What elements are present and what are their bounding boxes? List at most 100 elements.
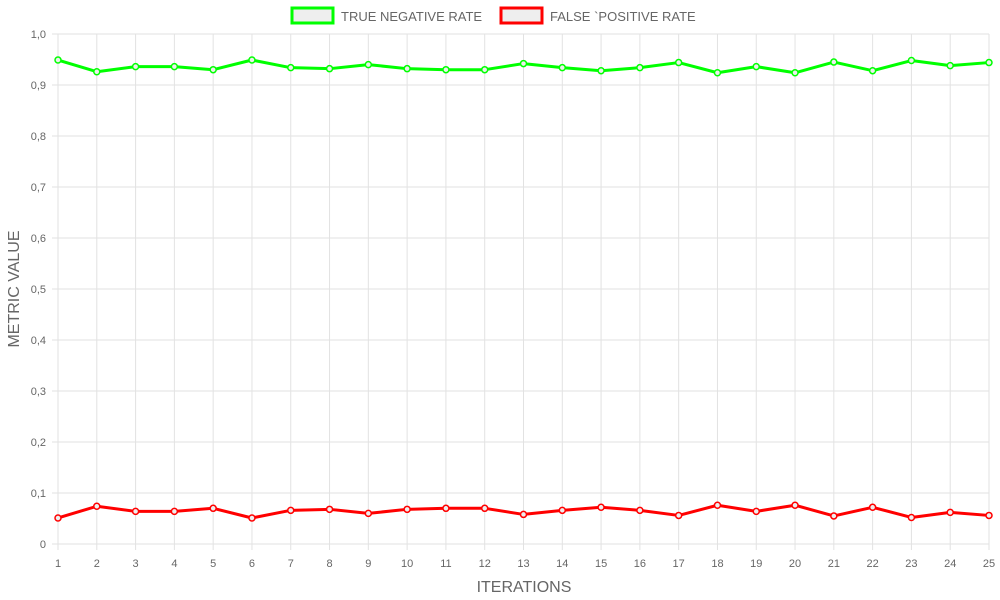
data-point[interactable] (442, 65, 450, 74)
data-point[interactable] (209, 65, 217, 74)
data-point[interactable] (907, 56, 916, 65)
data-point[interactable] (674, 511, 683, 520)
axes: 1 2 3 4 5 6 7 8 9 10 11 12 13 14 15 16 17 18 19 20 21 22 23 24 2… (31, 29, 995, 570)
data-point[interactable] (868, 503, 877, 512)
data-point[interactable] (713, 501, 722, 509)
data-point[interactable] (403, 64, 411, 73)
data-point[interactable] (442, 504, 450, 513)
x-tick-label: 24 (944, 558, 956, 570)
series-1 (54, 56, 993, 77)
data-point[interactable] (403, 505, 411, 514)
data-series (54, 56, 993, 522)
data-point[interactable] (287, 506, 295, 515)
x-tick-label: 8 (326, 558, 332, 570)
x-tick-label: 14 (556, 558, 568, 570)
data-point[interactable] (170, 507, 179, 516)
data-point[interactable] (907, 513, 916, 522)
legend-item-2[interactable]: FALSE `POSITIVE RATE (499, 6, 696, 25)
y-tick-label: 0,2 (31, 437, 46, 449)
x-tick-label: 13 (517, 558, 529, 570)
y-tick-label: 1,0 (31, 29, 46, 41)
data-point[interactable] (325, 505, 334, 514)
grid-lines (52, 33, 990, 550)
data-point[interactable] (985, 58, 993, 67)
y-tick-label: 0,8 (31, 131, 46, 143)
x-tick-label: 19 (750, 558, 762, 570)
data-point[interactable] (946, 61, 954, 70)
data-point[interactable] (791, 501, 799, 509)
legend-label: TRUE NEGATIVE RATE (341, 9, 482, 24)
x-tick-label: 23 (905, 558, 917, 570)
y-tick-label: 0,3 (31, 386, 46, 398)
data-point[interactable] (480, 504, 489, 513)
legend-label: FALSE `POSITIVE RATE (550, 9, 696, 24)
x-tick-label: 25 (983, 558, 995, 570)
data-point[interactable] (558, 63, 567, 72)
data-point[interactable] (985, 511, 993, 520)
data-point[interactable] (54, 56, 62, 64)
x-tick-label: 16 (634, 558, 646, 570)
x-tick-label: 18 (711, 558, 723, 570)
y-tick-label: 0 (40, 539, 46, 551)
data-point[interactable] (752, 62, 760, 71)
x-tick-label: 5 (210, 558, 216, 570)
data-point[interactable] (674, 58, 683, 67)
data-point[interactable] (248, 514, 256, 522)
data-point[interactable] (519, 510, 528, 519)
data-point[interactable] (519, 59, 528, 68)
data-point[interactable] (597, 66, 605, 75)
data-point[interactable] (946, 508, 954, 517)
series-2 (54, 501, 993, 522)
y-tick-label: 0,5 (31, 284, 46, 296)
y-tick-label: 0,7 (31, 182, 46, 194)
data-point[interactable] (325, 64, 334, 73)
data-point[interactable] (131, 62, 140, 71)
x-tick-label: 22 (867, 558, 879, 570)
data-point[interactable] (558, 506, 567, 515)
y-tick-label: 0,4 (31, 335, 46, 347)
data-point[interactable] (364, 60, 373, 69)
x-tick-label: 17 (673, 558, 685, 570)
data-point[interactable] (868, 66, 877, 75)
x-tick-label: 20 (789, 558, 801, 570)
data-point[interactable] (597, 503, 605, 512)
data-point[interactable] (287, 63, 295, 72)
legend-item-1[interactable]: TRUE NEGATIVE RATE (290, 6, 482, 25)
y-tick-label: 0,6 (31, 233, 46, 245)
x-tick-label: 6 (249, 558, 255, 570)
legend: TRUE NEGATIVE RATE FALSE `POSITIVE RATE (290, 6, 696, 25)
x-axis-title: ITERATIONS (477, 579, 572, 596)
data-point[interactable] (791, 69, 799, 77)
data-point[interactable] (713, 69, 722, 77)
x-tick-label: 1 (55, 558, 61, 570)
y-tick-label: 0,9 (31, 80, 46, 92)
data-point[interactable] (93, 67, 101, 76)
data-point[interactable] (752, 507, 760, 516)
data-point[interactable] (364, 509, 373, 518)
data-point[interactable] (636, 63, 644, 72)
x-tick-label: 12 (479, 558, 491, 570)
x-tick-label: 21 (828, 558, 840, 570)
x-tick-label: 7 (288, 558, 294, 570)
data-point[interactable] (248, 56, 256, 64)
data-point[interactable] (830, 512, 838, 520)
data-point[interactable] (131, 507, 140, 516)
x-tick-label: 15 (595, 558, 607, 570)
x-tick-label: 2 (94, 558, 100, 570)
data-point[interactable] (93, 502, 101, 511)
data-point[interactable] (54, 514, 62, 522)
data-point[interactable] (209, 504, 217, 513)
x-tick-label: 4 (171, 558, 177, 570)
x-tick-label: 9 (365, 558, 371, 570)
data-point[interactable] (636, 506, 644, 515)
y-tick-label: 0,1 (31, 488, 46, 500)
data-point[interactable] (170, 62, 179, 71)
x-tick-label: 11 (440, 558, 451, 570)
legend-swatch (499, 6, 544, 25)
y-axis-title: METRIC VALUE (6, 230, 23, 347)
x-tick-label: 10 (401, 558, 413, 570)
legend-swatch (290, 6, 335, 25)
data-point[interactable] (480, 65, 489, 74)
data-point[interactable] (830, 58, 838, 66)
